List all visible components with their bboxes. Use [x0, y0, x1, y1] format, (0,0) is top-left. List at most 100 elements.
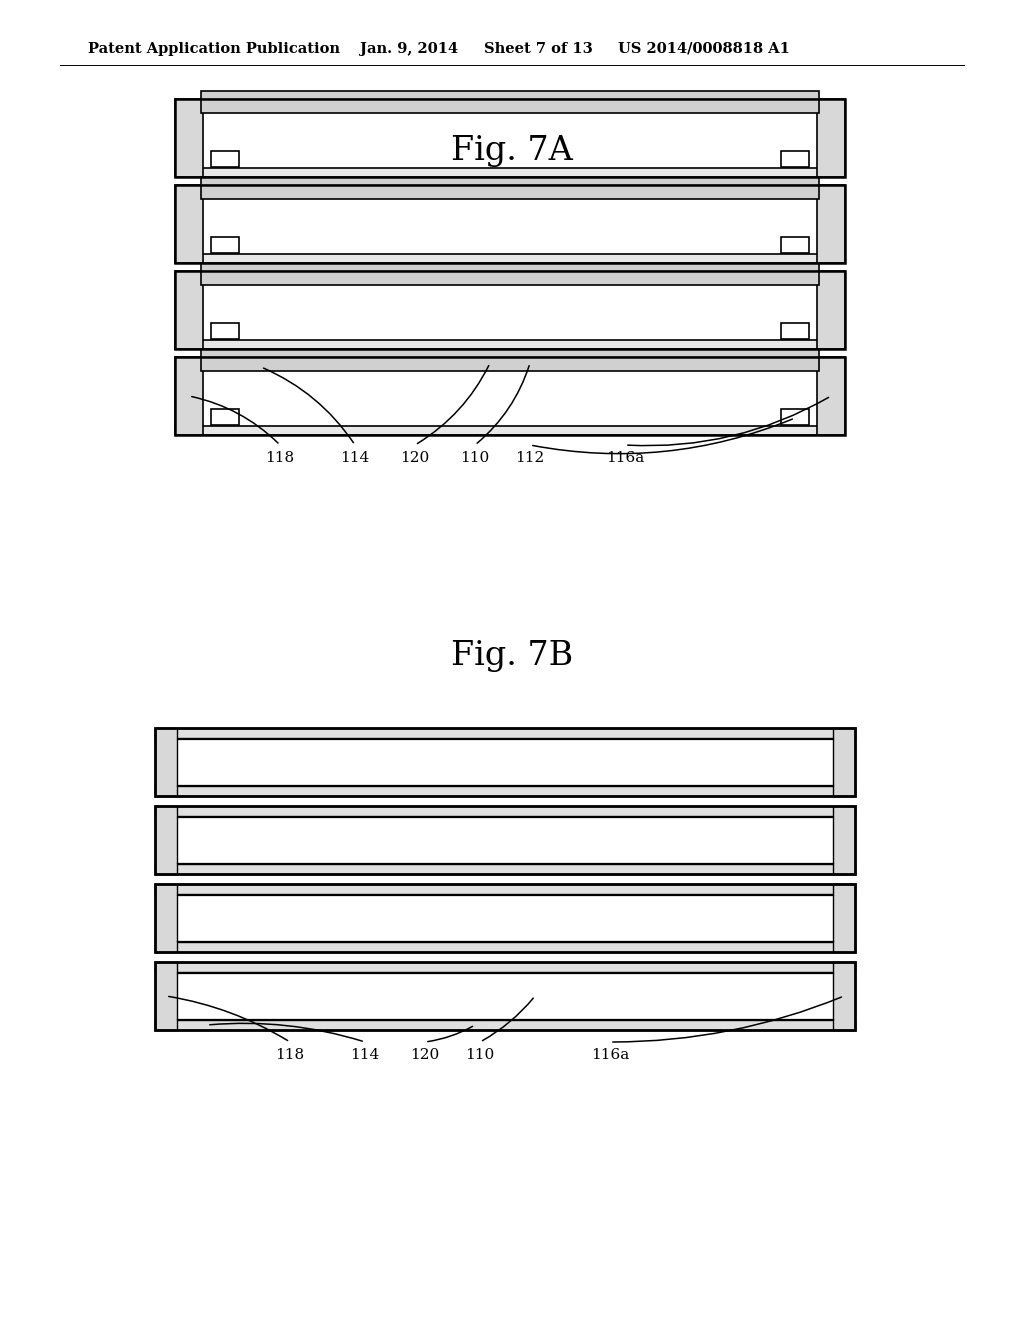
Text: US 2014/0008818 A1: US 2014/0008818 A1: [618, 42, 790, 55]
Bar: [155, 729, 177, 796]
Bar: [833, 962, 855, 1030]
Bar: [201, 91, 819, 99]
Bar: [155, 807, 177, 874]
Bar: [175, 185, 845, 263]
Bar: [833, 729, 855, 796]
Text: 120: 120: [400, 451, 430, 465]
Bar: [175, 356, 845, 436]
Text: 120: 120: [411, 1048, 439, 1063]
Bar: [201, 348, 819, 356]
Bar: [201, 263, 819, 271]
Text: Patent Application Publication: Patent Application Publication: [88, 42, 340, 55]
Bar: [175, 426, 845, 436]
Bar: [175, 271, 203, 348]
Bar: [175, 99, 203, 177]
Bar: [155, 942, 855, 952]
Bar: [175, 341, 845, 348]
Bar: [155, 884, 855, 894]
Bar: [155, 1020, 855, 1030]
Bar: [175, 271, 203, 348]
Bar: [201, 271, 819, 285]
Bar: [155, 729, 177, 796]
Bar: [155, 865, 855, 874]
Bar: [175, 356, 203, 436]
Text: 114: 114: [350, 1048, 380, 1063]
Bar: [155, 865, 855, 874]
Text: 112: 112: [515, 451, 545, 465]
Bar: [201, 271, 819, 285]
Bar: [833, 807, 855, 874]
Bar: [175, 99, 845, 177]
Bar: [817, 271, 845, 348]
Bar: [175, 168, 845, 177]
Text: 118: 118: [275, 1048, 304, 1063]
Bar: [175, 341, 845, 348]
Bar: [175, 356, 845, 436]
Bar: [211, 323, 239, 339]
Bar: [175, 185, 845, 263]
Bar: [201, 177, 819, 185]
Bar: [175, 99, 845, 177]
Bar: [211, 409, 239, 425]
Bar: [155, 807, 855, 874]
Text: 110: 110: [461, 451, 489, 465]
Bar: [155, 807, 177, 874]
Bar: [817, 356, 845, 436]
Bar: [175, 99, 203, 177]
Bar: [817, 271, 845, 348]
Bar: [211, 238, 239, 253]
Text: 114: 114: [340, 451, 370, 465]
Bar: [155, 962, 177, 1030]
Bar: [833, 807, 855, 874]
Bar: [155, 942, 855, 952]
Bar: [201, 348, 819, 356]
Bar: [155, 807, 855, 874]
Bar: [155, 884, 855, 894]
Bar: [155, 729, 855, 796]
Bar: [781, 323, 809, 339]
Bar: [817, 99, 845, 177]
Bar: [155, 884, 855, 952]
Text: 110: 110: [465, 1048, 495, 1063]
Bar: [155, 785, 855, 796]
Bar: [781, 409, 809, 425]
Bar: [155, 1020, 855, 1030]
Bar: [155, 785, 855, 796]
Bar: [175, 271, 845, 348]
Bar: [175, 253, 845, 263]
Text: Fig. 7A: Fig. 7A: [451, 135, 573, 168]
Bar: [155, 884, 855, 952]
Bar: [201, 99, 819, 114]
Bar: [155, 729, 855, 796]
Bar: [817, 99, 845, 177]
Bar: [781, 238, 809, 253]
Bar: [833, 884, 855, 952]
Bar: [155, 962, 177, 1030]
Bar: [155, 962, 855, 1030]
Bar: [155, 807, 855, 816]
Bar: [817, 356, 845, 436]
Bar: [175, 253, 845, 263]
Bar: [155, 962, 855, 1030]
Text: 116a: 116a: [591, 1048, 629, 1063]
Bar: [155, 729, 855, 738]
Bar: [155, 962, 855, 972]
Text: 116a: 116a: [606, 451, 644, 465]
Bar: [201, 356, 819, 371]
Bar: [175, 426, 845, 436]
Bar: [211, 150, 239, 168]
Bar: [155, 807, 855, 816]
Bar: [201, 356, 819, 371]
Bar: [781, 150, 809, 168]
Bar: [833, 729, 855, 796]
Bar: [201, 185, 819, 199]
Bar: [155, 729, 855, 738]
Text: Sheet 7 of 13: Sheet 7 of 13: [484, 42, 593, 55]
Bar: [175, 356, 203, 436]
Text: Fig. 7B: Fig. 7B: [451, 640, 573, 672]
Bar: [175, 271, 845, 348]
Bar: [201, 263, 819, 271]
Bar: [201, 177, 819, 185]
Bar: [155, 884, 177, 952]
Bar: [201, 99, 819, 114]
